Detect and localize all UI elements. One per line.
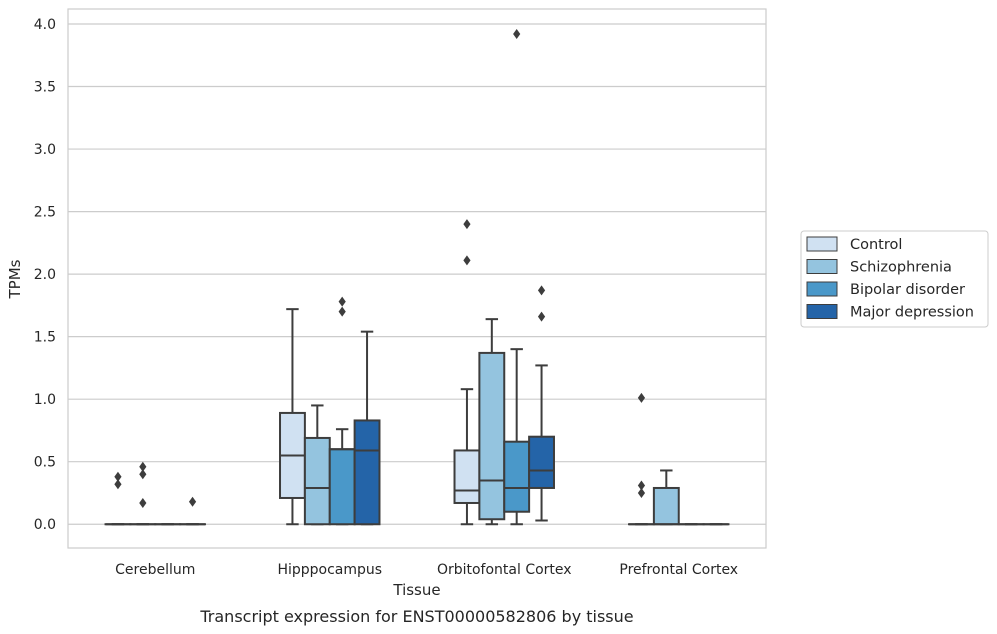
box-iqr [353,419,381,526]
x-tick-label: Prefrontal Cortex [619,562,738,578]
y-tick-label: 3.5 [34,80,56,96]
legend-label: Schizophrenia [850,260,952,276]
box-iqr [328,448,356,526]
y-tick-label: 2.5 [34,205,56,221]
y-tick-label: 0.5 [34,455,56,471]
box-iqr [303,436,331,526]
box-bipolar-disorder [328,296,356,526]
outlier-point [139,469,147,480]
box-iqr [503,440,531,513]
x-axis-label: Tissue [392,581,440,599]
grid-lines [68,23,766,525]
box-major-depression [179,496,206,526]
outlier-point [463,219,471,230]
y-tick-label: 4.0 [34,17,56,33]
outlier-point [139,497,147,508]
box-bipolar-disorder [503,29,531,526]
outlier-point [637,480,646,491]
box-control [628,392,655,526]
box-major-depression [528,285,555,522]
plot-frame [67,8,767,549]
box-control [104,471,132,526]
outlier-point [537,311,546,322]
box-iqr [528,435,555,489]
y-tick-label: 1.5 [34,330,56,346]
y-axis-label: TPMs [6,259,24,299]
outlier-point [637,487,646,498]
legend-label: Bipolar disorder [850,282,965,298]
legend-swatch [806,236,838,252]
box-control [453,219,481,526]
legend: Control Schizophrenia Bipolar disorder Majo… [800,230,989,328]
x-tick-label: Hipppocampus [277,562,382,578]
chart-caption: Transcript expression for ENST0000058280… [199,607,633,626]
box-schizophrenia [129,461,157,526]
y-tick-label: 3.0 [34,142,56,158]
box-series [104,29,730,526]
legend-swatch [806,259,838,274]
x-tick-label: Cerebellum [115,562,195,578]
outlier-point [463,255,471,266]
box-schizophrenia [303,404,331,526]
x-tick-label: Orbitofontal Cortex [437,562,572,578]
legend-label: Control [850,237,902,253]
outlier-point [513,29,521,40]
outlier-point [188,496,197,507]
outlier-point [139,461,147,472]
box-iqr [453,449,481,504]
box-schizophrenia [478,318,506,526]
outlier-point [338,296,346,307]
legend-frame [800,230,989,328]
box-iqr [652,486,680,526]
legend-label: Major depression [850,305,974,321]
y-tick-label: 2.0 [34,267,56,283]
legend-swatch [806,304,838,319]
x-tick-labels: Cerebellum Hipppocampus Orbitofontal Corte… [115,562,738,578]
outlier-point [114,479,122,490]
outlier-point [537,285,546,296]
y-tick-labels: 0.0 0.5 1.0 1.5 2.0 2.5 3.0 3.5 4.0 [34,17,56,533]
legend-swatch [806,281,838,297]
box-major-depression [353,330,381,526]
box-iqr [478,351,506,521]
outlier-point [637,392,646,403]
box-schizophrenia [652,469,680,526]
outlier-point [114,471,122,482]
box-control [279,308,306,526]
y-tick-label: 0.0 [34,517,56,533]
outlier-point [338,306,346,317]
y-tick-label: 1.0 [34,392,56,408]
